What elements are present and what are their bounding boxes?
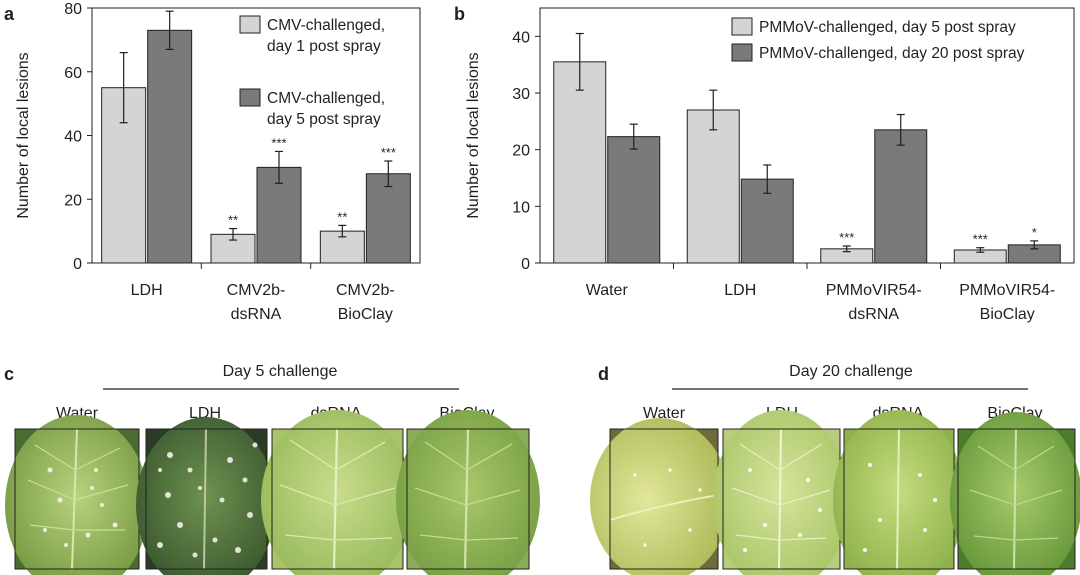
legend-label: CMV-challenged, <box>267 90 385 107</box>
legend-swatch <box>239 88 261 107</box>
photo-d-ldh <box>713 410 849 575</box>
y-tick-label: 60 <box>64 65 82 82</box>
category-label: CMV2b- <box>336 282 395 299</box>
photo-d-dsrna <box>833 410 965 575</box>
photo-c-ldh <box>136 417 276 575</box>
photo-d-bioclay <box>950 412 1080 575</box>
photo-label-d-water: Water <box>643 405 686 422</box>
category-label: BioClay <box>338 306 393 323</box>
category-label: LDH <box>724 282 756 299</box>
y-axis-label: Number of local lesions <box>15 52 32 218</box>
photo-c-bioclay <box>396 410 540 575</box>
category-label: LDH <box>131 282 163 299</box>
y-tick-label: 40 <box>64 129 82 146</box>
heading-day5: Day 5 challenge <box>223 363 338 380</box>
bar <box>553 61 607 264</box>
y-axis-label: Number of local lesions <box>465 52 482 218</box>
y-tick-label: 40 <box>512 29 530 46</box>
category-label: BioClay <box>980 306 1035 323</box>
legend-label: CMV-challenged, <box>267 17 385 34</box>
y-tick-label: 0 <box>73 256 82 273</box>
legend-label: day 5 post spray <box>267 111 381 128</box>
panel-letter-a: a <box>4 4 15 24</box>
category-label: PMMoVIR54- <box>826 282 922 299</box>
bar <box>147 29 193 264</box>
significance-mark: *** <box>839 230 854 245</box>
legend-label: PMMoV-challenged, day 5 post spray <box>759 19 1016 36</box>
y-tick-label: 20 <box>512 143 530 160</box>
y-tick-label: 20 <box>64 192 82 209</box>
panel-letter-c: c <box>4 364 14 384</box>
legend-swatch <box>731 17 753 36</box>
bar <box>686 109 740 264</box>
significance-mark: *** <box>271 135 286 150</box>
bar <box>365 173 411 264</box>
bar <box>607 136 661 264</box>
y-tick-label: 10 <box>512 199 530 216</box>
chart-b: 0 10 20 30 40 Number of local lesions Water LDH… <box>465 7 1075 323</box>
heading-day20: Day 20 challenge <box>789 363 913 380</box>
y-tick-label: 80 <box>64 1 82 18</box>
photo-c-dsrna <box>261 410 413 575</box>
significance-mark: * <box>1032 225 1037 240</box>
photo-c-water <box>5 415 149 575</box>
legend-swatch <box>239 15 261 34</box>
photo-d-water <box>590 418 730 575</box>
legend-label: day 1 post spray <box>267 38 381 55</box>
significance-mark: ** <box>337 209 347 224</box>
category-label: Water <box>586 282 629 299</box>
bar <box>874 129 928 264</box>
significance-mark: *** <box>973 232 988 247</box>
category-label: dsRNA <box>231 306 282 323</box>
category-label: CMV2b- <box>227 282 286 299</box>
category-label: dsRNA <box>848 306 899 323</box>
y-tick-label: 30 <box>512 86 530 103</box>
y-tick-label: 0 <box>521 256 530 273</box>
legend-swatch <box>731 43 753 62</box>
category-label: PMMoVIR54- <box>959 282 1055 299</box>
panel-letter-b: b <box>454 4 465 24</box>
panel-letter-d: d <box>598 364 609 384</box>
significance-mark: ** <box>228 213 238 228</box>
significance-mark: *** <box>381 145 396 160</box>
legend-label: PMMoV-challenged, day 20 post spray <box>759 45 1025 62</box>
chart-a: 0 20 40 60 80 Number of local lesions LDH CMV2b… <box>15 1 421 323</box>
